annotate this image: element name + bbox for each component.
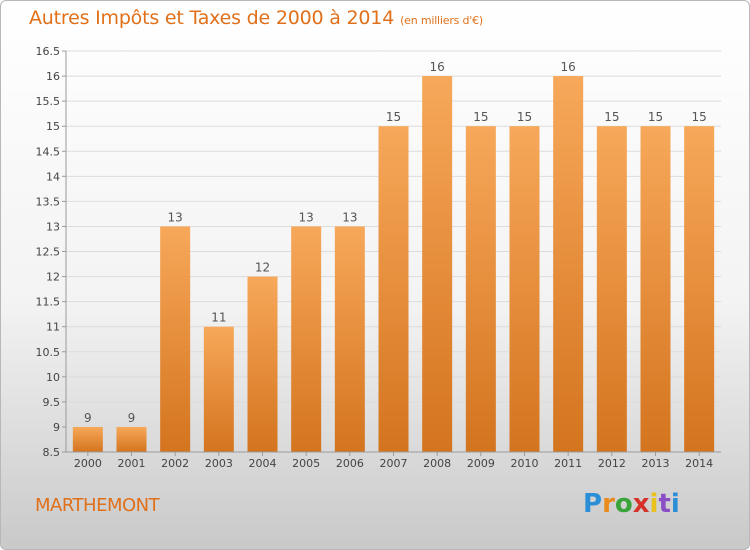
bar-2011 [553, 76, 584, 452]
y-tick-label: 13.5 [36, 195, 61, 208]
data-label-2014: 15 [692, 110, 707, 124]
x-tick-label-2003: 2003 [205, 457, 233, 470]
bar-2008 [422, 76, 453, 452]
logo-letter: i [670, 489, 680, 519]
data-label-2009: 15 [473, 110, 488, 124]
bar-2012 [596, 126, 627, 452]
x-tick-label-2014: 2014 [685, 457, 713, 470]
bar-2001 [116, 426, 147, 452]
bar-2004 [247, 276, 278, 452]
y-tick-label: 10.5 [36, 346, 61, 359]
data-label-2008: 16 [430, 60, 445, 74]
y-tick-label: 9.5 [43, 396, 61, 409]
data-labels-layer: 9 9 13 11 12 13 13 15 16 15 15 16 15 15 15 [84, 60, 707, 425]
data-label-2007: 15 [386, 110, 401, 124]
logo-letter: x [632, 489, 650, 519]
y-tick-label: 14 [46, 170, 60, 183]
y-tick-label: 12.5 [36, 246, 61, 259]
bar-2005 [291, 226, 322, 452]
bars-layer [72, 76, 715, 452]
bar-2013 [640, 126, 671, 452]
y-tick-label: 16.5 [36, 45, 61, 58]
x-tick-label-2012: 2012 [598, 457, 626, 470]
y-tick-label: 16 [46, 70, 60, 83]
y-tick-label: 10 [46, 371, 60, 384]
y-tick-label: 14.5 [36, 145, 61, 158]
data-label-2003: 11 [211, 311, 226, 325]
logo-letter: r [602, 489, 615, 519]
x-tick-label-2013: 2013 [642, 457, 670, 470]
logo-letter: t [658, 489, 671, 519]
x-tick-label-2011: 2011 [554, 457, 582, 470]
data-label-2001: 9 [128, 411, 136, 425]
logo-letter: P [583, 489, 603, 519]
bar-2006 [334, 226, 365, 452]
y-tick-label: 11 [46, 321, 60, 334]
x-tick-label-2010: 2010 [511, 457, 539, 470]
x-tick-label-2009: 2009 [467, 457, 495, 470]
bar-2014 [684, 126, 715, 452]
proxiti-logo: Proxiti [583, 489, 680, 519]
y-tick-label: 13 [46, 220, 60, 233]
title-text: Autres Impôts et Taxes de 2000 à 2014 [29, 7, 395, 29]
data-label-2013: 15 [648, 110, 663, 124]
logo-letter: o [614, 489, 633, 519]
bar-2010 [509, 126, 540, 452]
data-label-2006: 13 [342, 210, 357, 224]
bar-2009 [465, 126, 496, 452]
y-tick-label: 8.5 [43, 446, 61, 459]
data-label-2005: 13 [299, 210, 314, 224]
x-tick-label-2002: 2002 [161, 457, 189, 470]
y-tick-label: 12 [46, 271, 60, 284]
title-unit: (en milliers d'€) [400, 14, 483, 27]
chart-title: Autres Impôts et Taxes de 2000 à 2014 (en… [29, 7, 483, 29]
bar-2002 [160, 226, 191, 452]
logo-letter: i [649, 489, 659, 519]
y-tick-label: 15 [46, 120, 60, 133]
bar-2007 [378, 126, 409, 452]
place-name: MARTHEMONT [35, 495, 160, 516]
data-label-2004: 12 [255, 261, 270, 275]
y-tick-label: 9 [53, 421, 60, 434]
bar-2000 [72, 426, 103, 452]
data-label-2000: 9 [84, 411, 92, 425]
x-tick-label-2007: 2007 [380, 457, 408, 470]
x-tick-label-2006: 2006 [336, 457, 364, 470]
x-axis: 2000 2001 2002 2003 2004 2005 2006 2007 2008 2009… [74, 452, 713, 470]
y-tick-label: 11.5 [36, 296, 61, 309]
data-label-2011: 16 [561, 60, 576, 74]
x-tick-label-2004: 2004 [249, 457, 277, 470]
bar-2003 [203, 326, 234, 452]
x-tick-label-2000: 2000 [74, 457, 102, 470]
x-tick-label-2001: 2001 [118, 457, 146, 470]
data-label-2012: 15 [604, 110, 619, 124]
x-tick-label-2005: 2005 [292, 457, 320, 470]
x-tick-label-2008: 2008 [423, 457, 451, 470]
data-label-2010: 15 [517, 110, 532, 124]
data-label-2002: 13 [168, 210, 183, 224]
y-tick-label: 15.5 [36, 95, 61, 108]
